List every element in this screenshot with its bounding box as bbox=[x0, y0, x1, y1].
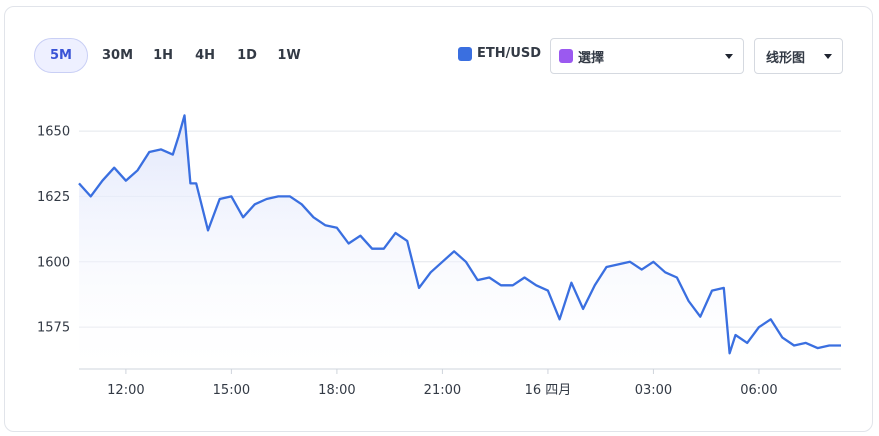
series-legend-label: ETH/USD bbox=[477, 46, 542, 61]
y-tick-label: 1600 bbox=[37, 255, 70, 270]
timeframe-selector: 5M 30M 1H 4H 1D 1W bbox=[34, 38, 311, 73]
x-tick-label: 12:00 bbox=[107, 383, 144, 398]
timeframe-30m-button[interactable]: 30M bbox=[102, 48, 134, 63]
compare-select[interactable]: 選擇 bbox=[550, 38, 744, 74]
compare-color-swatch bbox=[559, 49, 573, 63]
x-tick-label: 18:00 bbox=[318, 383, 355, 398]
series-color-swatch bbox=[458, 46, 472, 61]
caret-down-icon bbox=[725, 53, 733, 59]
chart-type-select[interactable]: 线形图 bbox=[754, 38, 843, 74]
x-tick-label: 03:00 bbox=[635, 383, 672, 398]
series-legend[interactable]: ETH/USD bbox=[458, 46, 541, 61]
price-line bbox=[78, 114, 841, 355]
x-axis: 12:00 15:00 18:00 21:00 16 四月 03:00 06:00 bbox=[107, 369, 778, 398]
timeframe-1h-button[interactable]: 1H bbox=[153, 48, 173, 63]
timeframe-4h-button[interactable]: 4H bbox=[195, 48, 215, 63]
timeframe-5m-button[interactable]: 5M bbox=[34, 38, 88, 73]
x-tick-label: 21:00 bbox=[424, 383, 461, 398]
y-tick-label: 1650 bbox=[37, 125, 70, 140]
price-area bbox=[79, 115, 841, 370]
x-tick-label: 15:00 bbox=[213, 383, 250, 398]
compare-select-label: 選擇 bbox=[578, 50, 605, 66]
y-tick-label: 1575 bbox=[37, 321, 70, 336]
y-tick-label: 1625 bbox=[37, 190, 70, 205]
timeframe-1w-button[interactable]: 1W bbox=[277, 48, 301, 63]
caret-down-icon bbox=[824, 53, 832, 59]
timeframe-1d-button[interactable]: 1D bbox=[237, 48, 257, 63]
x-tick-label: 06:00 bbox=[740, 383, 777, 398]
y-axis: 1575 1600 1625 1650 bbox=[37, 125, 70, 336]
x-tick-label: 16 四月 bbox=[525, 383, 572, 398]
chart-type-select-label: 线形图 bbox=[766, 50, 806, 66]
